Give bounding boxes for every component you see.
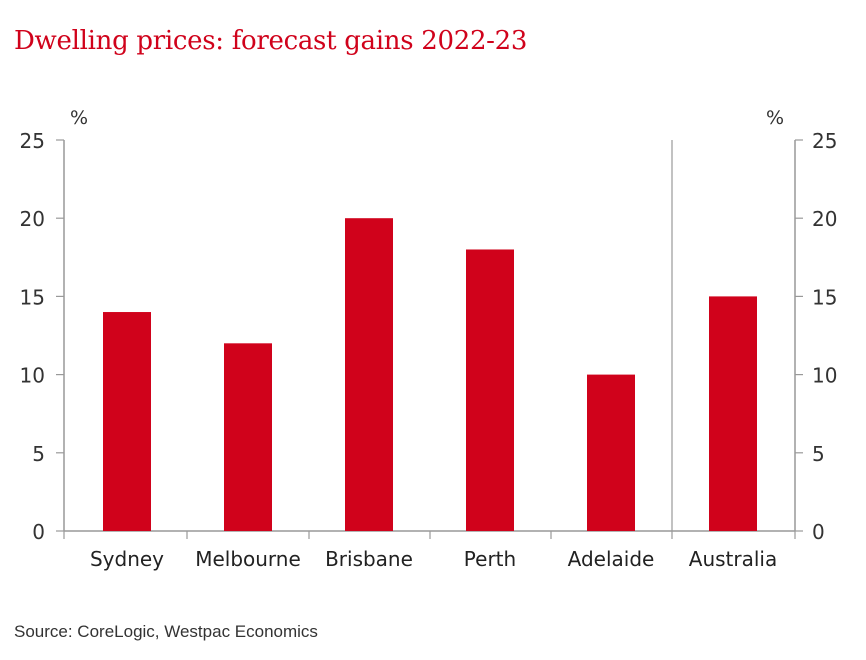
- chart-title: Dwelling prices: forecast gains 2022-23: [14, 26, 528, 56]
- bar-perth: [466, 249, 514, 532]
- y-tick-label-left: 25: [20, 129, 45, 153]
- bar-brisbane: [345, 218, 393, 531]
- bar-melbourne: [224, 343, 272, 531]
- chart-bars: [103, 218, 757, 532]
- x-tick-label-brisbane: Brisbane: [325, 547, 413, 571]
- bar-adelaide: [587, 374, 635, 531]
- y-tick-label-right: 0: [812, 520, 825, 544]
- y-unit-label-right: %: [766, 107, 784, 129]
- x-tick-label-perth: Perth: [464, 547, 516, 571]
- bar-sydney: [103, 312, 151, 531]
- chart-labels: 0 0 5 5 10 10 15 15 20 20 25 25% % Sydney Melbourne Bri…: [20, 107, 838, 571]
- bar-chart: 0 0 5 5 10 10 15 15 20 20 25 25% % Sydney Melbourne Bri…: [20, 107, 838, 571]
- y-tick-label-right: 15: [812, 285, 837, 309]
- y-tick-label-left: 15: [20, 285, 45, 309]
- source-note: Source: CoreLogic, Westpac Economics: [14, 622, 318, 641]
- y-tick-label-left: 0: [32, 520, 45, 544]
- y-unit-label-left: %: [70, 107, 88, 129]
- y-tick-label-left: 20: [20, 207, 45, 231]
- y-tick-label-right: 25: [812, 129, 837, 153]
- y-tick-label-left: 5: [32, 442, 45, 466]
- y-tick-label-right: 5: [812, 442, 825, 466]
- chart-axes: [56, 139, 803, 539]
- x-tick-label-australia: Australia: [689, 547, 777, 571]
- y-tick-label-right: 20: [812, 207, 837, 231]
- x-tick-label-sydney: Sydney: [90, 547, 164, 571]
- y-tick-label-left: 10: [20, 364, 45, 388]
- y-tick-label-right: 10: [812, 364, 837, 388]
- x-tick-label-adelaide: Adelaide: [568, 547, 655, 571]
- bar-australia: [709, 296, 757, 531]
- x-tick-label-melbourne: Melbourne: [195, 547, 301, 571]
